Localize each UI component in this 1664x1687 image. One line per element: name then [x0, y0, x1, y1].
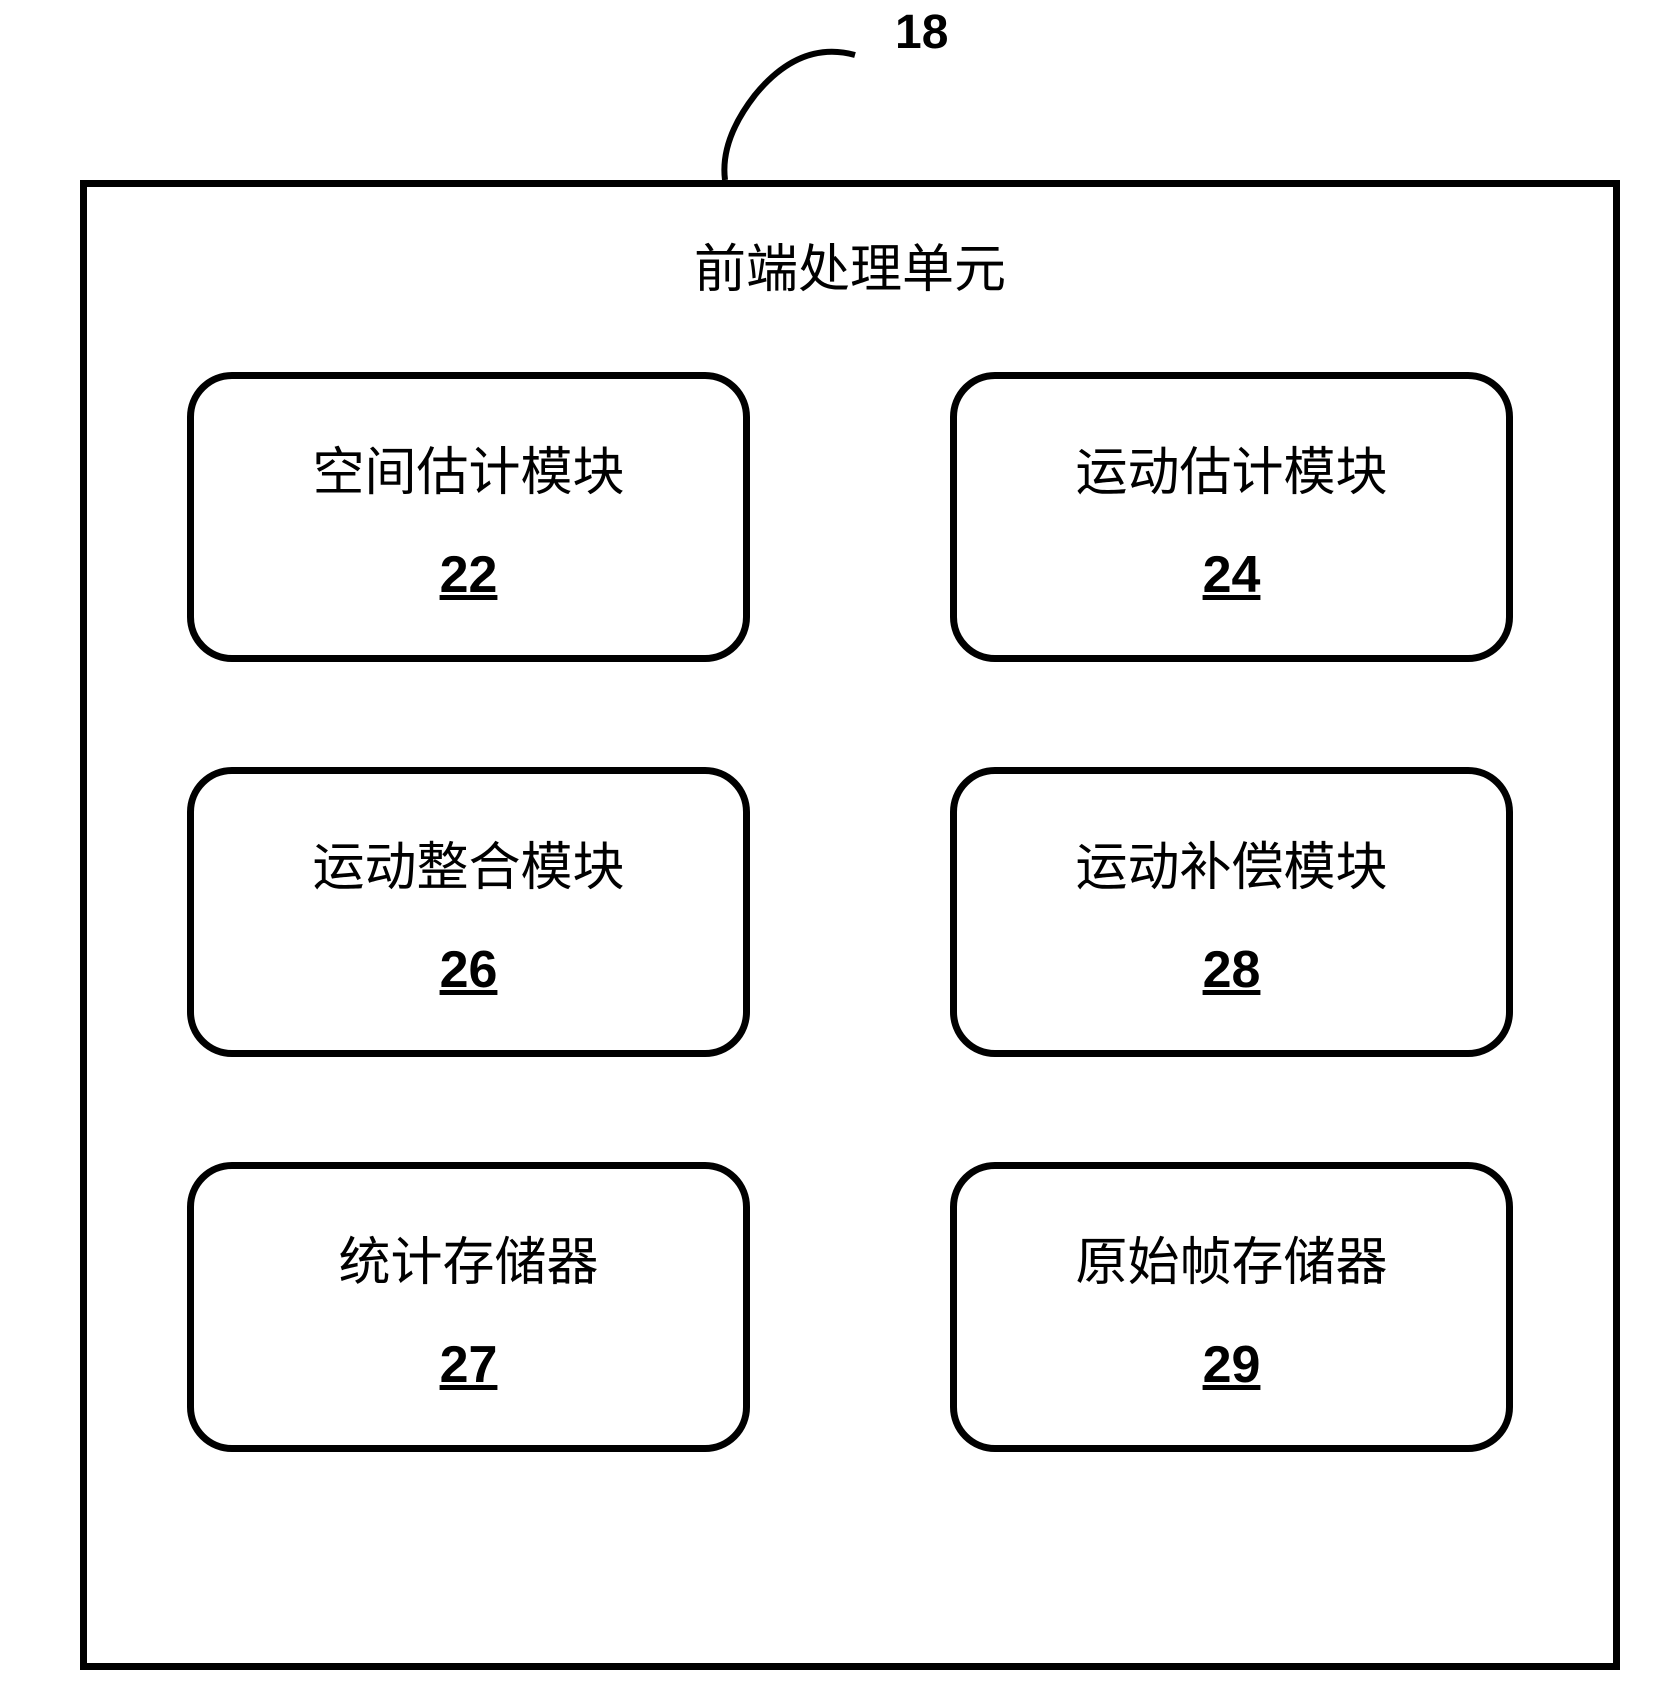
module-title: 原始帧存储器	[1075, 1220, 1387, 1295]
raw-frame-memory-module: 原始帧存储器 29	[950, 1162, 1513, 1452]
statistics-memory-module: 统计存储器 27	[187, 1162, 750, 1452]
module-title: 运动整合模块	[312, 825, 624, 900]
module-title: 统计存储器	[338, 1220, 598, 1295]
module-grid: 空间估计模块 22 运动估计模块 24 运动整合模块 26 运动补偿模块 28 …	[87, 342, 1613, 1542]
container-title: 前端处理单元	[87, 187, 1613, 342]
front-end-processing-unit-container: 前端处理单元 空间估计模块 22 运动估计模块 24 运动整合模块 26 运动补…	[80, 180, 1620, 1670]
motion-integration-module: 运动整合模块 26	[187, 767, 750, 1057]
module-number: 29	[1203, 1335, 1261, 1395]
reference-number-label: 18	[895, 5, 948, 60]
spatial-estimation-module: 空间估计模块 22	[187, 372, 750, 662]
module-title: 运动补偿模块	[1075, 825, 1387, 900]
module-title: 空间估计模块	[312, 430, 624, 505]
module-title: 运动估计模块	[1075, 430, 1387, 505]
module-number: 24	[1203, 545, 1261, 605]
module-number: 27	[440, 1335, 498, 1395]
module-number: 22	[440, 545, 498, 605]
module-number: 28	[1203, 940, 1261, 1000]
motion-compensation-module: 运动补偿模块 28	[950, 767, 1513, 1057]
callout-leader-line	[700, 30, 900, 190]
module-number: 26	[440, 940, 498, 1000]
motion-estimation-module: 运动估计模块 24	[950, 372, 1513, 662]
